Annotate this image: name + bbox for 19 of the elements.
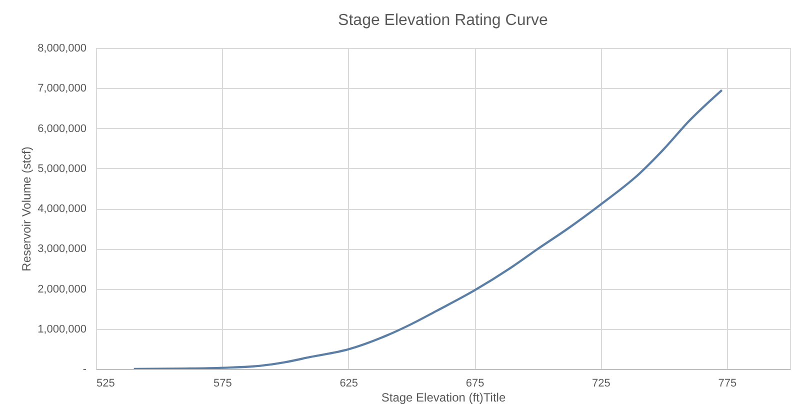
y-tick-label: 2,000,000 [38, 283, 86, 296]
y-tick-label: 1,000,000 [38, 323, 86, 336]
x-tick-label: 675 [466, 378, 484, 390]
x-tick-label: 625 [340, 378, 358, 390]
y-tick-label: 6,000,000 [38, 122, 86, 135]
y-axis-title: Reservoir Volume (stcf) [20, 146, 34, 272]
x-axis-title: Stage Elevation (ft)Title [381, 390, 506, 404]
x-tick-label: 725 [592, 378, 610, 390]
line-series [132, 89, 723, 369]
y-tick-label: 3,000,000 [38, 243, 86, 256]
y-tick-label: 4,000,000 [38, 203, 86, 215]
x-tick-label: 575 [214, 378, 232, 390]
y-tick-label: 7,000,000 [38, 82, 86, 95]
x-tick-label: 525 [96, 378, 115, 390]
y-tick-label: 5,000,000 [38, 162, 86, 175]
chart-title: Stage Elevation Rating Curve [338, 12, 548, 29]
y-tick-label: 8,000,000 [38, 42, 86, 54]
x-tick-label: 775 [718, 378, 737, 390]
y-tick-label: - [82, 364, 87, 376]
